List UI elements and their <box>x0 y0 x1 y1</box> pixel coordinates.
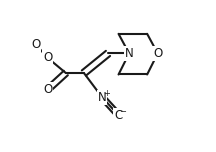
Text: −: − <box>120 107 127 116</box>
Text: O: O <box>43 83 52 96</box>
Text: +: + <box>103 89 110 98</box>
Text: O: O <box>43 51 52 64</box>
Text: N: N <box>125 47 133 60</box>
Text: C: C <box>114 109 123 122</box>
Text: N: N <box>98 91 106 104</box>
Text: O: O <box>153 47 162 60</box>
Text: O: O <box>31 38 40 51</box>
